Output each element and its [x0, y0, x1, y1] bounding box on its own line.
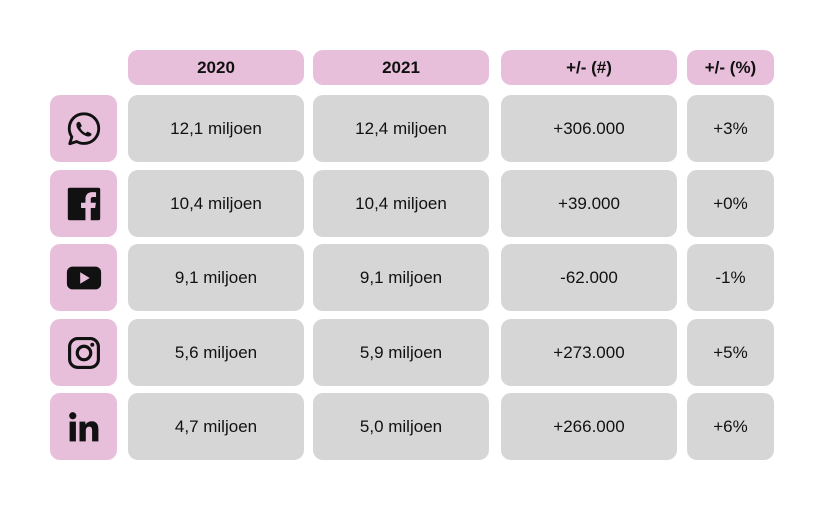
row-5-2021: 5,0 miljoen	[313, 393, 489, 460]
row-2-2021: 10,4 miljoen	[313, 170, 489, 237]
row-1-change-percent: +3%	[687, 95, 774, 162]
youtube-icon	[66, 266, 101, 289]
row-4-change-percent: +5%	[687, 319, 774, 386]
row-icon-whatsapp	[50, 95, 117, 162]
column-header-change-percent: +/- (%)	[687, 50, 774, 85]
facebook-icon	[67, 187, 100, 222]
row-5-change-count: +266.000	[501, 393, 677, 460]
column-header-change-count: +/- (#)	[501, 50, 677, 85]
row-2-change-count: +39.000	[501, 170, 677, 237]
row-5-change-percent: +6%	[687, 393, 774, 460]
row-icon-linkedin	[50, 393, 117, 460]
row-icon-facebook	[50, 170, 117, 237]
row-icon-youtube	[50, 244, 117, 311]
row-3-change-percent: -1%	[687, 244, 774, 311]
row-4-change-count: +273.000	[501, 319, 677, 386]
row-2-change-percent: +0%	[687, 170, 774, 237]
instagram-icon	[67, 336, 100, 369]
column-header-2021: 2021	[313, 50, 489, 85]
row-3-2020: 9,1 miljoen	[128, 244, 304, 311]
row-4-2021: 5,9 miljoen	[313, 319, 489, 386]
row-1-change-count: +306.000	[501, 95, 677, 162]
row-3-2021: 9,1 miljoen	[313, 244, 489, 311]
row-1-2020: 12,1 miljoen	[128, 95, 304, 162]
whatsapp-icon	[67, 111, 100, 145]
column-header-2020: 2020	[128, 50, 304, 85]
row-3-change-count: -62.000	[501, 244, 677, 311]
row-5-2020: 4,7 miljoen	[128, 393, 304, 460]
linkedin-icon	[68, 411, 98, 441]
row-2-2020: 10,4 miljoen	[128, 170, 304, 237]
row-1-2021: 12,4 miljoen	[313, 95, 489, 162]
row-4-2020: 5,6 miljoen	[128, 319, 304, 386]
row-icon-instagram	[50, 319, 117, 386]
